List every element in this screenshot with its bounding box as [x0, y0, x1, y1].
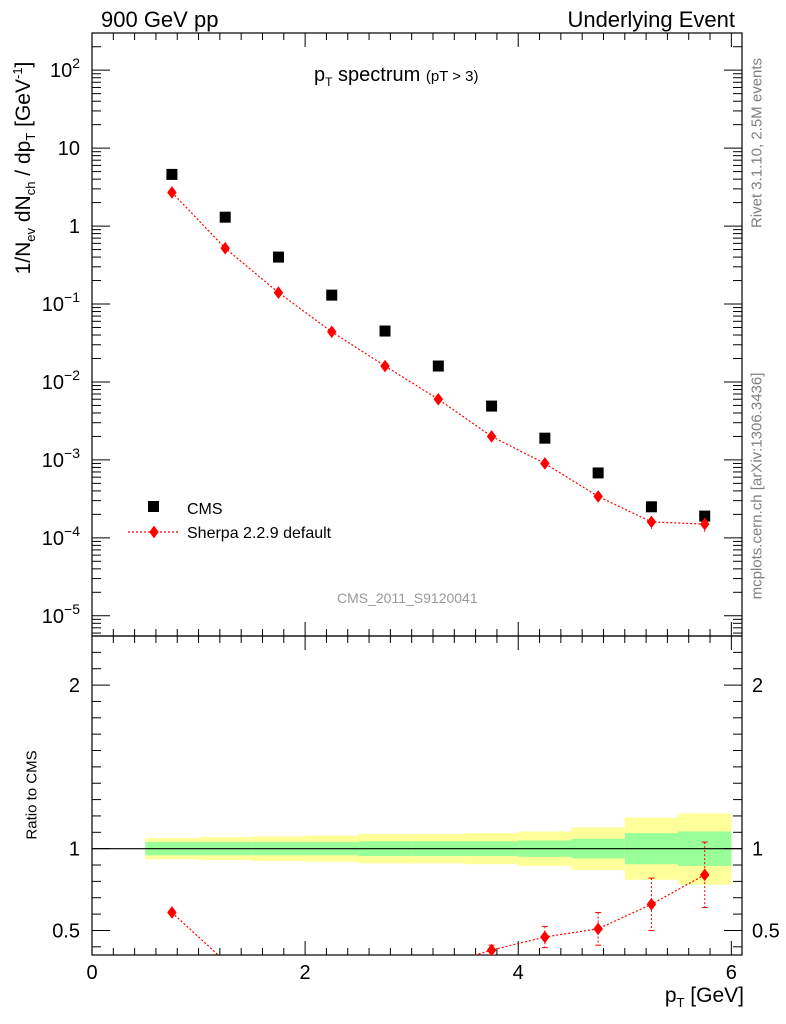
main-y-tick-label: 10−5 — [42, 601, 80, 628]
x-axis-label-sub: T — [676, 995, 685, 1011]
energy-label: 900 GeV pp — [101, 7, 219, 32]
cms-point — [699, 510, 711, 522]
cms-point — [539, 432, 551, 444]
x-tick-label: 0 — [86, 962, 97, 984]
ratio-y-tick-label-right: 1 — [752, 839, 763, 861]
sherpa-point — [220, 241, 230, 255]
ratio-plot-border — [91, 635, 743, 956]
sherpa-ratio-polyline — [171, 874, 705, 955]
cms-point — [486, 400, 498, 412]
sherpa-main-line — [171, 192, 705, 525]
sherpa-point — [380, 359, 390, 373]
sherpa-point — [433, 392, 444, 406]
x-axis-label: pT [GeV] — [665, 984, 744, 1010]
ratio-y-tick-labels: 0.5 0.5 1 1 2 2 — [52, 675, 780, 942]
sherpa-ratio-point — [486, 943, 497, 955]
x-tick-label: 4 — [513, 962, 524, 984]
x-tick-label: 2 — [300, 962, 311, 984]
plot-title: pT spectrum (pT > 3) — [314, 64, 479, 89]
rivet-version-label: Rivet 3.1.10, 2.5M events — [748, 57, 766, 229]
x-tick-label: 6 — [726, 962, 737, 984]
cms-markers — [166, 168, 711, 522]
main-y-tick-label: 102 — [50, 55, 80, 82]
ratio-y-tick-label: 1 — [69, 839, 80, 861]
legend: CMS Sherpa 2.2.9 default — [128, 501, 332, 542]
main-y-tick-label: 10 — [58, 138, 80, 160]
analysis-watermark: CMS_2011_S9120041 — [337, 590, 478, 606]
ratio-y-tick-label: 0.5 — [52, 920, 80, 942]
sherpa-point — [327, 325, 337, 339]
main-y-tick-label: 1 — [69, 216, 80, 238]
sherpa-ratio-point — [646, 897, 657, 911]
main-y-tick-label: 10−1 — [42, 289, 80, 316]
main-plot-border — [91, 32, 743, 637]
sherpa-point — [593, 490, 603, 503]
plot-title-cut: (pT > 3) — [425, 68, 479, 85]
sherpa-point — [486, 430, 497, 443]
sherpa-main-polyline — [171, 192, 705, 525]
plot-title-main: p — [314, 64, 326, 86]
sherpa-point — [646, 515, 657, 529]
sherpa-ratio-point — [593, 922, 603, 936]
main-y-axis-label: 1/Nev dNch / dpT [GeV-1] — [9, 61, 39, 275]
cms-point — [645, 501, 657, 513]
legend-cms-label: CMS — [187, 501, 223, 518]
sherpa-ratio-point — [540, 930, 550, 944]
ratio-panel-ticks — [91, 636, 742, 955]
plot-title-rest: spectrum — [332, 64, 421, 86]
sherpa-ratio-markers — [167, 841, 710, 955]
cms-point — [272, 251, 284, 263]
main-y-tick-label: 10−2 — [42, 367, 80, 394]
main-y-tick-label: 10−4 — [42, 523, 80, 550]
ratio-y-axis-label: Ratio to CMS — [23, 750, 41, 840]
main-y-tick-labels: 102 10 1 10−1 10−2 10−3 10−4 10−5 — [42, 55, 80, 628]
legend-cms-marker — [148, 501, 159, 512]
x-axis-label-unit: [GeV] — [684, 984, 744, 1007]
legend-sherpa-marker — [149, 525, 159, 539]
ratio-panel-frame — [91, 635, 743, 956]
x-tick-labels: 0 2 4 6 — [86, 962, 736, 984]
x-axis-label-main: p — [664, 984, 677, 1007]
sherpa-point — [699, 517, 710, 531]
cms-point — [592, 467, 604, 479]
sherpa-markers — [167, 186, 710, 532]
cms-point — [432, 360, 444, 372]
cms-point — [379, 325, 391, 337]
main-panel-ticks — [91, 32, 742, 636]
sherpa-ratio-line — [171, 874, 705, 955]
cms-point — [219, 211, 231, 223]
sherpa-ratio-point — [167, 906, 177, 919]
mcplots-label: mcplots.cern.ch [arXiv:1306.3436] — [748, 372, 766, 600]
main-y-tick-label: 10−3 — [42, 445, 80, 472]
ratio-y-tick-label-right: 0.5 — [752, 920, 780, 942]
plot-title-sub: T — [325, 75, 333, 89]
sherpa-ratio-point — [699, 868, 710, 882]
ratio-y-tick-label-right: 2 — [752, 675, 763, 697]
sherpa-point — [273, 286, 284, 299]
ratio-y-tick-label: 2 — [69, 675, 80, 697]
event-type-label: Underlying Event — [567, 7, 735, 32]
cms-point — [326, 289, 338, 301]
main-panel-frame — [91, 32, 743, 637]
legend-sherpa-label: Sherpa 2.2.9 default — [187, 525, 332, 542]
cms-point — [166, 168, 178, 180]
sherpa-point — [540, 457, 550, 470]
sherpa-point — [167, 186, 177, 199]
